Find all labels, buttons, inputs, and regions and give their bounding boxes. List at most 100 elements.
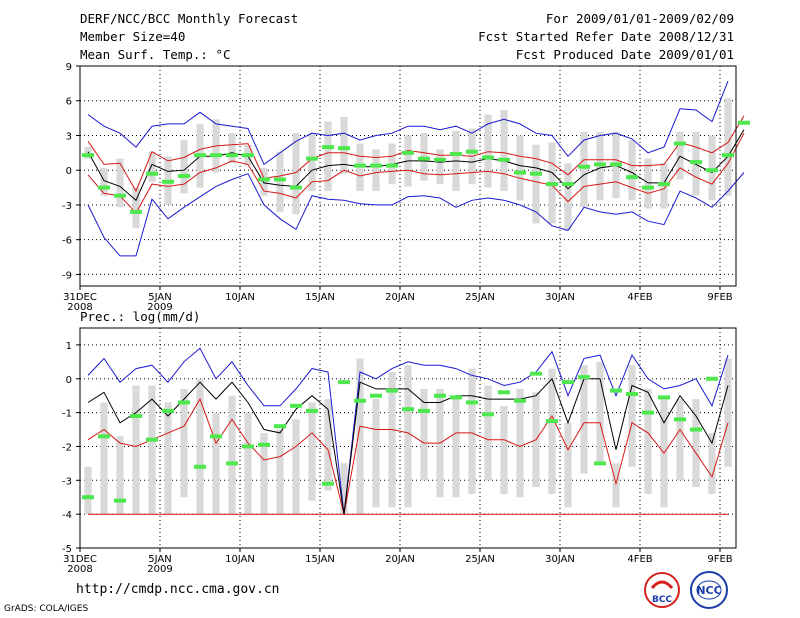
prec-box <box>84 466 92 515</box>
prec-median-marker <box>386 388 398 393</box>
temp-box <box>308 133 316 192</box>
prec-panel-title: Prec.: log(mm/d) <box>80 309 201 324</box>
temp-median-marker <box>402 150 414 155</box>
temp-median-marker <box>706 168 718 173</box>
temp-median-marker <box>434 157 446 162</box>
temp-box <box>132 187 140 229</box>
prec-ytick-label: -4 <box>62 510 72 521</box>
prec-median-marker <box>434 393 446 398</box>
prec-max-line <box>87 347 729 515</box>
temp-median-marker <box>514 170 526 175</box>
prec-box <box>180 388 188 498</box>
temp-xtick-label: 4FEB <box>627 292 652 303</box>
bcc-logo-text: BCC <box>652 595 672 605</box>
prec-box <box>724 358 732 467</box>
temp-ytick-label: -9 <box>62 270 72 281</box>
temp-box <box>260 167 268 196</box>
temp-box <box>628 140 636 201</box>
prec-median-marker <box>658 395 670 400</box>
temp-median-marker <box>354 163 366 168</box>
temp-median-marker <box>98 185 110 190</box>
prec-box <box>388 372 396 508</box>
prec-median-marker <box>210 434 222 439</box>
temp-box <box>708 135 716 201</box>
temp-median-marker <box>178 174 190 178</box>
prec-box <box>324 399 332 491</box>
temp-box <box>292 133 300 215</box>
prec-box <box>308 402 316 501</box>
prec-median-marker <box>674 417 686 422</box>
prec-ytick-label: -3 <box>62 476 72 487</box>
prec-median-marker <box>114 498 126 503</box>
prec-box <box>356 358 364 515</box>
prec-ytick-label: -2 <box>62 442 72 453</box>
temp-median-marker <box>642 185 654 190</box>
temp-upper-line <box>87 115 745 193</box>
prec-box <box>708 432 716 494</box>
prec-median-marker <box>482 412 494 417</box>
prec-xtick-label: 20JAN <box>385 554 415 565</box>
prec-median-marker <box>706 376 718 381</box>
member-size-label: Member Size=40 <box>80 29 186 44</box>
prec-box <box>148 385 156 515</box>
prec-median-marker <box>402 407 414 412</box>
temp-box <box>116 158 124 208</box>
temp-xtick-label: 31DEC <box>63 292 97 303</box>
temp-median-marker <box>482 155 494 160</box>
temp-median-marker <box>242 153 254 158</box>
temp-mean-line <box>87 129 745 202</box>
prec-median-marker <box>194 464 206 469</box>
prec-median-marker <box>242 444 254 449</box>
temp-xtick-label: 15JAN <box>305 292 335 303</box>
temp-ytick-label: -6 <box>62 236 72 247</box>
temp-median-marker <box>626 175 638 180</box>
temp-box <box>516 135 524 201</box>
prec-box <box>500 405 508 494</box>
prec-frame <box>79 327 737 549</box>
prec-median-marker <box>450 395 462 400</box>
prec-median-marker <box>514 398 526 403</box>
prec-median-marker <box>290 403 302 408</box>
temp-median-marker <box>210 153 222 158</box>
website-link[interactable]: http://cmdp.ncc.cma.gov.cn <box>76 582 280 597</box>
temp-box <box>276 151 284 212</box>
prec-box <box>132 385 140 515</box>
prec-xtick-label: 25JAN <box>465 554 495 565</box>
temp-box <box>340 116 348 174</box>
temp-median-marker <box>578 164 590 169</box>
temp-box <box>564 163 572 231</box>
temp-median-marker <box>722 153 734 158</box>
prec-box <box>340 463 348 515</box>
prec-ytick-label: -1 <box>62 409 72 420</box>
logos: BCC NCC <box>644 571 728 609</box>
temp-xtick-label: 10JAN <box>225 292 255 303</box>
prec-median-marker <box>258 442 270 447</box>
prec-median-marker <box>130 414 142 418</box>
prec-ytick-label: 1 <box>66 341 72 352</box>
temp-box <box>372 149 380 192</box>
temp-xtick-label: 20JAN <box>385 292 415 303</box>
temp-xtick-sublabel: 2008 <box>67 302 92 313</box>
prec-xtick-label: 5JAN <box>148 554 171 565</box>
temp-ytick-label: 0 <box>66 166 72 177</box>
prec-box <box>260 432 268 515</box>
prec-median-marker <box>178 400 190 405</box>
prec-median-marker <box>274 424 286 429</box>
prec-median-marker <box>322 481 334 486</box>
prec-box <box>564 422 572 508</box>
temp-median-marker <box>498 157 510 162</box>
temp-median-marker <box>674 141 686 146</box>
prec-box <box>404 365 412 508</box>
temp-median-marker <box>162 179 174 184</box>
prec-median-marker <box>98 434 110 439</box>
temp-median-marker <box>386 163 398 168</box>
temp-median-marker <box>610 162 622 167</box>
temp-ytick-label: 9 <box>66 62 72 73</box>
temp-median-marker <box>322 145 334 150</box>
temp-box <box>500 110 508 192</box>
prec-box <box>228 395 236 515</box>
prec-median-marker <box>594 461 606 466</box>
temp-xtick-label: 30JAN <box>545 292 575 303</box>
prec-median-marker <box>162 408 174 413</box>
prec-xtick-label: 15JAN <box>305 554 335 565</box>
